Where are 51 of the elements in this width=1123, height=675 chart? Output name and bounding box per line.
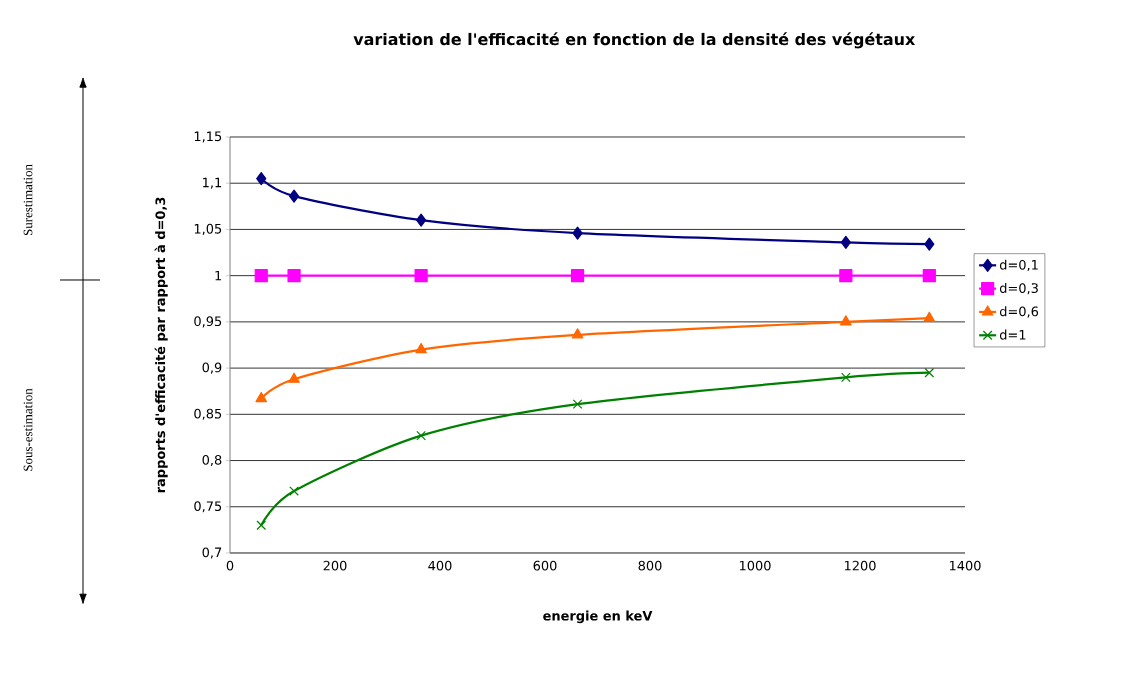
y-tick-label: 0,8 [202, 454, 222, 467]
point [570, 269, 585, 283]
point [288, 372, 300, 383]
point [572, 226, 583, 240]
x-tick-label: 200 [323, 560, 347, 571]
text: Sous-estimation [23, 388, 33, 471]
point [923, 311, 936, 322]
y-tick-label: 1,15 [194, 131, 222, 143]
y-tick-label: 1,05 [194, 223, 222, 235]
legend-label: d=1 [999, 329, 1026, 340]
point [288, 189, 300, 203]
point [924, 237, 935, 251]
point [571, 328, 584, 339]
x-tick-label: 1000 [739, 560, 771, 571]
point [416, 213, 427, 227]
point [287, 269, 301, 283]
point [924, 367, 935, 378]
y-tick-label: 0,85 [194, 408, 222, 420]
x-tick-label: 400 [428, 560, 452, 571]
x-tick-label: 800 [638, 560, 662, 571]
point [840, 315, 852, 326]
point [415, 343, 427, 354]
point [839, 269, 853, 283]
legend-label: d=0,1 [999, 259, 1038, 271]
y-tick-label: 1,1 [203, 177, 222, 189]
x-tick-label: 1200 [844, 560, 876, 571]
point [289, 486, 299, 496]
y-tick-label: 0,95 [194, 316, 222, 328]
point [922, 269, 936, 283]
text: Surestimation [23, 164, 33, 236]
point [256, 520, 267, 531]
point [255, 392, 268, 403]
point [840, 235, 851, 249]
x-axis-title: energie en keV [543, 610, 653, 624]
chart-title: variation de l'efficacité en fonction de la densité des végétaux [353, 32, 916, 49]
x-tick-label: 0 [226, 560, 234, 571]
point [841, 372, 851, 383]
point [416, 430, 426, 441]
y-tick-label: 0,75 [194, 501, 222, 513]
y-tick-label: 0,7 [202, 547, 222, 559]
point [414, 269, 428, 283]
x-tick-label: 1400 [949, 560, 981, 571]
legend-label: d=0,6 [999, 306, 1039, 318]
y-axis-title: rapports d'efficacité par rapport à d=0,3 [154, 197, 168, 493]
x-tick-label: 600 [533, 560, 557, 571]
point [256, 171, 267, 186]
y-tick-label: 1 [215, 270, 222, 281]
y-tick-label: 0,9 [202, 362, 222, 374]
point [254, 269, 268, 283]
legend-label: d=0,3 [999, 282, 1038, 295]
point [572, 399, 583, 409]
